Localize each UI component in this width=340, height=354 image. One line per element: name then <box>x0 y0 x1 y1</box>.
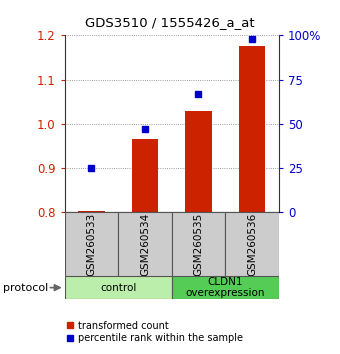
Text: protocol: protocol <box>3 282 49 293</box>
Bar <box>132 139 158 212</box>
Text: CLDN1
overexpression: CLDN1 overexpression <box>186 277 265 298</box>
Bar <box>172 276 279 299</box>
Bar <box>65 276 172 299</box>
Bar <box>185 110 212 212</box>
Text: GSM260535: GSM260535 <box>193 213 203 276</box>
Text: GDS3510 / 1555426_a_at: GDS3510 / 1555426_a_at <box>85 16 255 29</box>
Bar <box>65 212 118 276</box>
Bar <box>78 211 105 212</box>
Text: GSM260536: GSM260536 <box>247 213 257 276</box>
Bar <box>225 212 279 276</box>
Bar <box>118 212 172 276</box>
Bar <box>172 212 225 276</box>
Bar <box>239 46 266 212</box>
Legend: transformed count, percentile rank within the sample: transformed count, percentile rank withi… <box>63 317 247 347</box>
Text: GSM260534: GSM260534 <box>140 213 150 276</box>
Text: GSM260533: GSM260533 <box>86 213 96 276</box>
Text: control: control <box>100 282 136 293</box>
